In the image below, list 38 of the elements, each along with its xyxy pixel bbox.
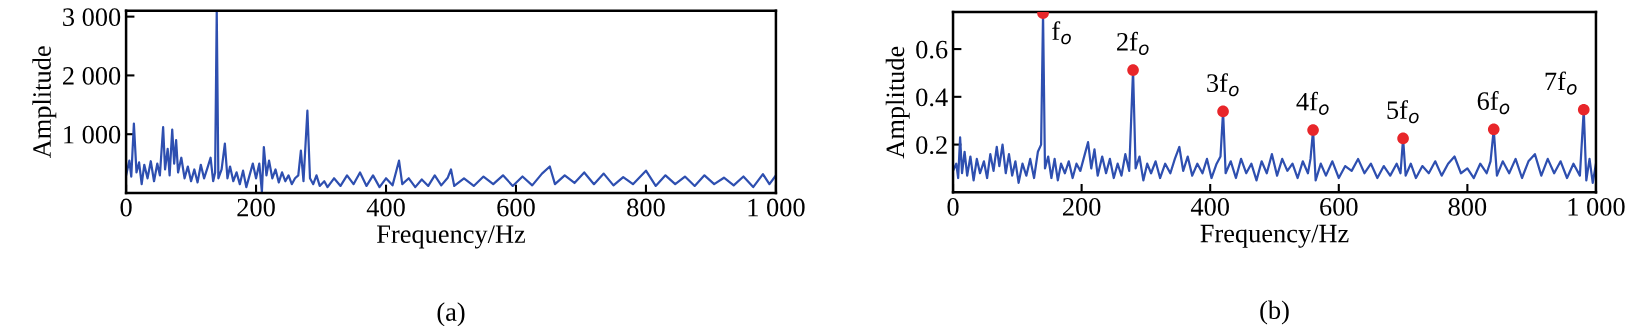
point [1397,132,1409,145]
x-tick-label: 0 [120,198,132,217]
y-tick-label: 0.2 [916,136,947,155]
x-tick-label: 600 [1320,197,1358,216]
x-tick-label: 400 [366,198,405,217]
annotation: 3f$_{o}$ [1207,73,1239,97]
y-tick-label: 0.6 [916,40,948,59]
annotation: 2f$_{o}$ [1117,31,1149,56]
annotation: 4f$_{o}$ [1296,91,1329,115]
y-tick-label: 2 000 [63,67,121,85]
point [1577,103,1590,116]
text: (a) [437,302,465,326]
x-tick-label: 400 [1190,197,1229,216]
y-tick-label: 0.4 [916,88,948,107]
x-axis-title: Frequency/Hz [377,225,526,249]
y-axis-title: Amplitude [32,46,57,159]
annotation: 7f$_{o}$ [1545,71,1577,95]
text: (b) [1260,300,1289,325]
x-axis-title: Frequency/Hz [1200,224,1349,248]
annotation: 5f$_{o}$ [1387,100,1419,124]
y-axis-title: Amplitude [885,46,910,159]
x-tick-label: 200 [1062,197,1101,216]
x-tick-label: 1 000 [1568,197,1625,216]
annotation: f$_{o}$ [1052,21,1071,45]
x-tick-label: 800 [1448,197,1487,216]
x-tick-label: 600 [497,198,535,217]
x-tick-label: 800 [627,198,665,217]
x-tick-label: 1 000 [748,198,805,217]
y-tick-label: 3 000 [63,8,121,27]
point [1307,124,1319,136]
point [1127,64,1139,76]
y-tick-label: 1 000 [64,125,121,144]
point [1217,105,1229,118]
point [1487,123,1500,136]
x-tick-label: 0 [947,197,959,216]
line-series [126,10,776,193]
x-tick-label: 200 [237,198,275,217]
annotation: 6f$_{o}$ [1477,91,1510,115]
